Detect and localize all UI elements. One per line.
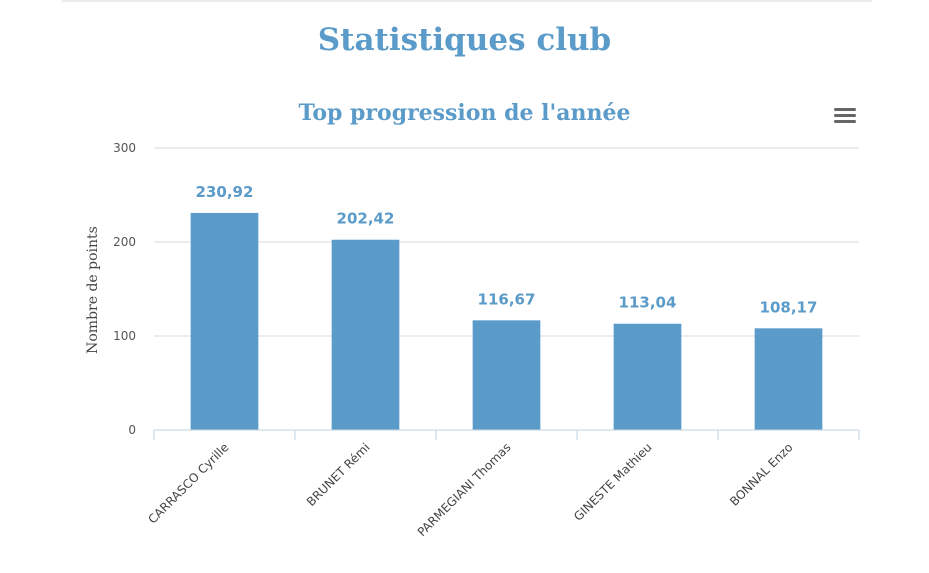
bar[interactable]: [754, 328, 823, 430]
page-title: Statistiques club: [317, 22, 612, 58]
x-category-label: BONNAL Enzo: [727, 440, 796, 509]
hamburger-menu-icon[interactable]: [832, 106, 858, 126]
bar[interactable]: [613, 323, 682, 430]
x-category-label: GINESTE Mathieu: [571, 440, 655, 524]
bars: [190, 212, 823, 430]
bar[interactable]: [190, 212, 259, 430]
chart-title: Top progression de l'année: [298, 100, 631, 126]
y-tick-label: 200: [113, 235, 136, 249]
data-label: 108,17: [760, 298, 818, 316]
x-axis: [153, 429, 860, 440]
data-label: 113,04: [619, 294, 677, 312]
data-label: 230,92: [196, 183, 254, 201]
x-category-label: PARMEGIANI Thomas: [415, 440, 514, 539]
data-label: 116,67: [478, 290, 536, 308]
y-axis-title: Nombre de points: [85, 226, 101, 354]
x-category-label: CARRASCO Cyrille: [145, 440, 231, 526]
x-category-label: BRUNET Rémi: [304, 440, 373, 509]
y-tick-label: 300: [113, 141, 136, 155]
bar[interactable]: [472, 320, 541, 430]
bar[interactable]: [331, 239, 400, 430]
y-tick-label: 0: [128, 423, 136, 437]
y-tick-label: 100: [113, 329, 136, 343]
top-divider: [62, 0, 872, 2]
data-label: 202,42: [337, 210, 395, 228]
